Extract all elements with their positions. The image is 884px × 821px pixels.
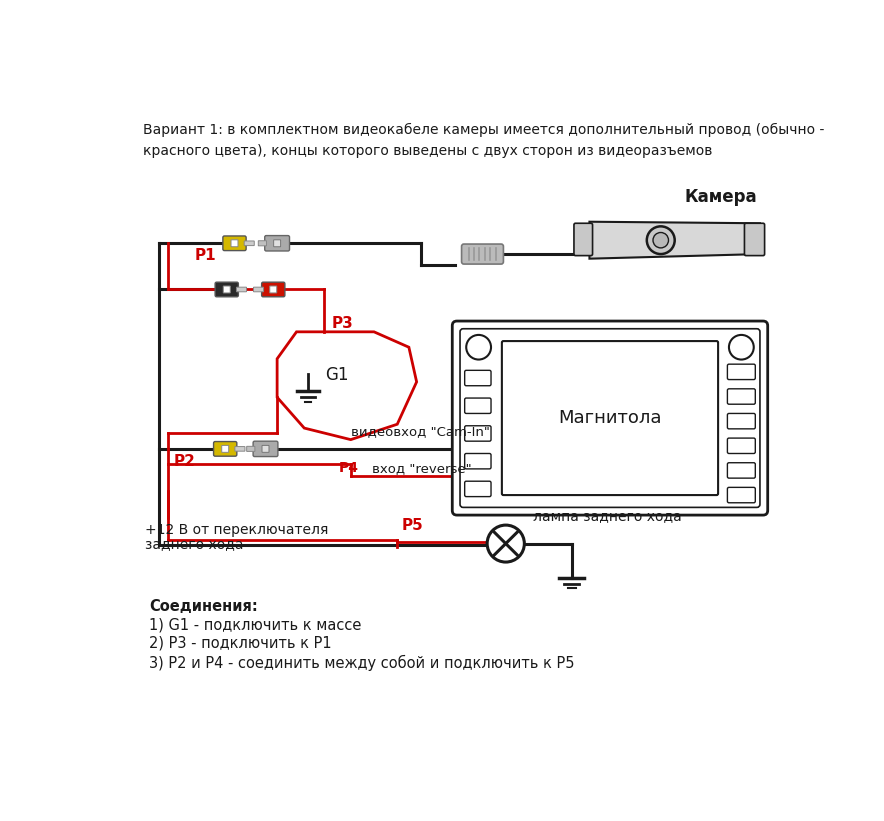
FancyBboxPatch shape: [262, 282, 285, 297]
FancyBboxPatch shape: [236, 287, 247, 291]
FancyBboxPatch shape: [223, 236, 246, 250]
FancyBboxPatch shape: [214, 442, 237, 456]
Text: P2: P2: [174, 454, 196, 469]
Text: G1: G1: [325, 366, 348, 384]
Text: видеовход "Cam-In": видеовход "Cam-In": [351, 425, 490, 438]
Text: Соединения:: Соединения:: [149, 599, 258, 614]
FancyBboxPatch shape: [728, 365, 755, 379]
Text: 3) Р2 и Р4 - соединить между собой и подключить к Р5: 3) Р2 и Р4 - соединить между собой и под…: [149, 654, 575, 671]
Text: P3: P3: [332, 316, 353, 331]
FancyBboxPatch shape: [262, 446, 269, 452]
Text: 2) Р3 - подключить к Р1: 2) Р3 - подключить к Р1: [149, 636, 332, 651]
Circle shape: [729, 335, 754, 360]
FancyBboxPatch shape: [574, 223, 592, 255]
FancyBboxPatch shape: [235, 447, 245, 452]
Text: вход "reverse": вход "reverse": [371, 462, 471, 475]
Text: P4: P4: [339, 461, 359, 475]
FancyBboxPatch shape: [231, 240, 238, 247]
FancyBboxPatch shape: [744, 223, 765, 255]
FancyBboxPatch shape: [270, 286, 277, 293]
FancyBboxPatch shape: [465, 453, 491, 469]
Text: P1: P1: [194, 248, 216, 264]
FancyBboxPatch shape: [728, 389, 755, 404]
FancyBboxPatch shape: [728, 488, 755, 502]
FancyBboxPatch shape: [728, 414, 755, 429]
Text: Вариант 1: в комплектном видеокабеле камеры имеется дополнительный провод (обычн: Вариант 1: в комплектном видеокабеле кам…: [143, 123, 825, 158]
FancyBboxPatch shape: [465, 398, 491, 414]
FancyBboxPatch shape: [247, 447, 255, 452]
FancyBboxPatch shape: [465, 426, 491, 441]
FancyBboxPatch shape: [222, 446, 229, 452]
FancyBboxPatch shape: [460, 328, 760, 507]
FancyBboxPatch shape: [502, 341, 718, 495]
FancyBboxPatch shape: [274, 240, 280, 247]
Text: Камера: Камера: [684, 188, 757, 206]
FancyBboxPatch shape: [465, 481, 491, 497]
FancyBboxPatch shape: [461, 244, 503, 264]
FancyBboxPatch shape: [453, 321, 767, 515]
Text: заднего хода: заднего хода: [145, 537, 243, 551]
FancyBboxPatch shape: [215, 282, 239, 297]
FancyBboxPatch shape: [728, 463, 755, 478]
Polygon shape: [590, 222, 760, 259]
Text: P5: P5: [401, 518, 423, 533]
Circle shape: [653, 232, 668, 248]
Text: Магнитола: Магнитола: [558, 409, 662, 427]
FancyBboxPatch shape: [253, 441, 278, 456]
Text: 1) G1 - подключить к массе: 1) G1 - подключить к массе: [149, 617, 362, 632]
FancyBboxPatch shape: [465, 370, 491, 386]
FancyBboxPatch shape: [224, 286, 230, 293]
FancyBboxPatch shape: [728, 438, 755, 453]
Circle shape: [647, 227, 674, 254]
FancyBboxPatch shape: [244, 241, 255, 245]
Circle shape: [487, 525, 524, 562]
FancyBboxPatch shape: [264, 236, 290, 251]
Text: +12 В от переключателя: +12 В от переключателя: [145, 523, 328, 537]
Text: лампа заднего хода: лампа заднего хода: [533, 510, 682, 524]
Circle shape: [466, 335, 491, 360]
FancyBboxPatch shape: [258, 241, 266, 245]
FancyBboxPatch shape: [254, 287, 263, 291]
